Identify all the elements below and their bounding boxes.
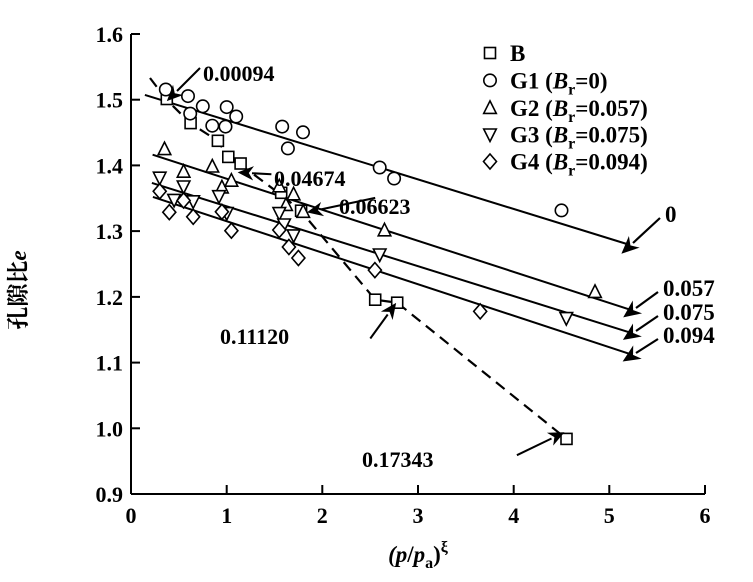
svg-text:G2 (Br=0.057): G2 (Br=0.057) bbox=[510, 96, 648, 126]
svg-text:1.4: 1.4 bbox=[96, 153, 124, 178]
svg-text:G3 (Br=0.075): G3 (Br=0.075) bbox=[510, 123, 648, 153]
svg-text:1.0: 1.0 bbox=[96, 416, 124, 441]
svg-text:G4 (Br=0.094): G4 (Br=0.094) bbox=[510, 150, 648, 180]
svg-text:3: 3 bbox=[413, 503, 424, 528]
svg-text:0.11120: 0.11120 bbox=[220, 324, 289, 349]
svg-text:孔隙比e: 孔隙比e bbox=[0, 250, 33, 329]
svg-text:2: 2 bbox=[317, 503, 328, 528]
svg-text:1.3: 1.3 bbox=[96, 219, 124, 244]
svg-text:6: 6 bbox=[700, 503, 711, 528]
svg-text:4: 4 bbox=[508, 503, 519, 528]
svg-text:5: 5 bbox=[604, 503, 615, 528]
svg-text:0: 0 bbox=[665, 202, 677, 227]
svg-text:0: 0 bbox=[126, 503, 137, 528]
svg-text:1.5: 1.5 bbox=[96, 88, 124, 113]
svg-text:0.057: 0.057 bbox=[663, 276, 715, 301]
svg-text:1: 1 bbox=[221, 503, 232, 528]
svg-text:G1 (Br=0): G1 (Br=0) bbox=[510, 68, 608, 98]
svg-text:0.06623: 0.06623 bbox=[339, 194, 411, 219]
svg-text:1.6: 1.6 bbox=[96, 22, 124, 47]
svg-text:0.00094: 0.00094 bbox=[203, 61, 275, 86]
svg-text:1.2: 1.2 bbox=[96, 285, 124, 310]
svg-text:0.094: 0.094 bbox=[663, 323, 715, 348]
svg-text:1.1: 1.1 bbox=[96, 351, 124, 376]
svg-text:0.04674: 0.04674 bbox=[274, 166, 346, 191]
svg-text:B: B bbox=[510, 41, 525, 66]
svg-text:(p/pa)ξ: (p/pa)ξ bbox=[388, 539, 449, 572]
svg-text:0.9: 0.9 bbox=[96, 482, 124, 507]
svg-text:0.17343: 0.17343 bbox=[362, 447, 434, 472]
svg-text:0.075: 0.075 bbox=[663, 300, 715, 325]
